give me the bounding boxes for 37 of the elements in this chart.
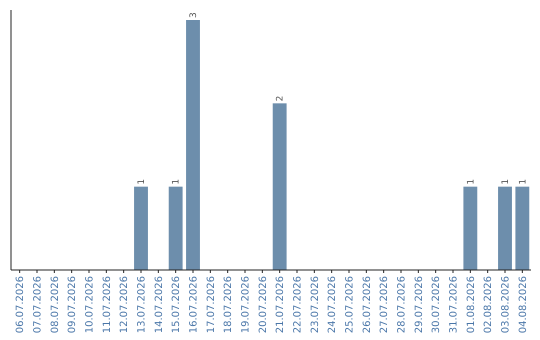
x-tick-label: 14.07.2026 <box>154 276 165 334</box>
data-label: 1 <box>466 178 476 185</box>
x-tick-label: 22.07.2026 <box>292 276 304 334</box>
x-tick-label: 08.07.2026 <box>50 276 61 334</box>
x-tick-label: 28.07.2026 <box>396 276 408 334</box>
x-tick-label: 31.07.2026 <box>448 276 460 334</box>
x-tick-label: 02.08.2026 <box>483 276 494 334</box>
x-tick-label: 04.08.2026 <box>518 276 529 334</box>
x-tick-label: 18.07.2026 <box>223 276 234 334</box>
x-tick-label: 13.07.2026 <box>136 276 148 334</box>
x-tick-label: 11.07.2026 <box>102 276 113 334</box>
x-tick-label: 19.07.2026 <box>240 276 252 334</box>
x-tick-label: 23.07.2026 <box>310 276 321 334</box>
x-tick-label: 21.07.2026 <box>275 276 286 334</box>
x-tick-label: 15.07.2026 <box>171 276 182 334</box>
x-tick-label: 26.07.2026 <box>362 276 373 334</box>
x-tick-label: 16.07.2026 <box>188 276 200 334</box>
x-tick-label: 29.07.2026 <box>414 276 425 334</box>
data-label: 1 <box>172 178 182 185</box>
x-tick-label: 24.07.2026 <box>327 276 338 334</box>
x-tick-label: 30.07.2026 <box>431 276 442 334</box>
x-tick-label: 01.08.2026 <box>466 276 477 334</box>
x-tick-label: 27.07.2026 <box>379 276 390 334</box>
x-tick-label: 03.08.2026 <box>500 276 512 334</box>
data-label: 1 <box>137 178 147 185</box>
x-tick-label: 10.07.2026 <box>84 276 96 334</box>
x-tick-label: 20.07.2026 <box>258 276 269 334</box>
data-label: 2 <box>276 96 286 102</box>
x-tick-label: 07.07.2026 <box>32 276 44 334</box>
x-tick-label: 09.07.2026 <box>67 276 78 334</box>
x-tick-label: 06.07.2026 <box>15 276 26 334</box>
x-tick-label: 12.07.2026 <box>119 276 130 334</box>
x-tick-label: 25.07.2026 <box>344 276 356 334</box>
data-label: 1 <box>501 178 511 185</box>
x-tick-label: 17.07.2026 <box>206 276 217 334</box>
data-label: 1 <box>518 178 528 185</box>
data-label: 3 <box>189 12 199 18</box>
